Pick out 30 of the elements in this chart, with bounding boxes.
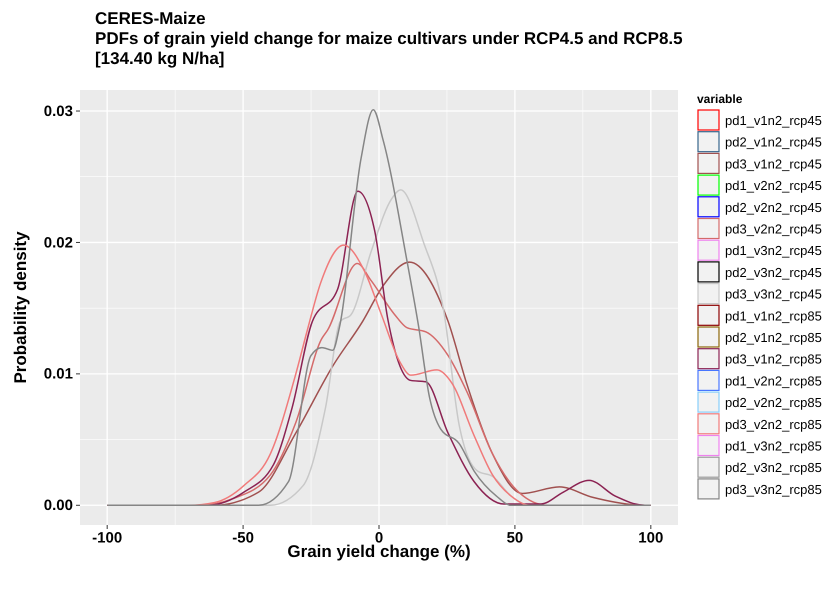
- legend-label: pd3_v2n2_rcp85: [725, 416, 822, 432]
- chart-title: CERES-Maize PDFs of grain yield change for maize cultivars under RCP4.5 and RCP8.5 [134.40 kg N/ha]: [95, 9, 683, 68]
- line-series: [106, 108, 652, 506]
- y-tick-label: 0.00: [44, 497, 73, 514]
- legend-label: pd1_v1n2_rcp45: [725, 113, 822, 128]
- x-tick-label: -50: [232, 530, 254, 547]
- y-tick-label: 0.03: [44, 102, 73, 120]
- legend-label: pd2_v2n2_rcp45: [725, 200, 822, 215]
- legend-label: pd2_v1n2_rcp45: [725, 134, 822, 150]
- legend-label: pd2_v3n2_rcp45: [725, 264, 822, 280]
- y-axis-title: Probability density: [11, 230, 30, 384]
- legend-label: pd3_v2n2_rcp45: [725, 222, 822, 236]
- legend-label: pd3_v3n2_rcp85: [725, 482, 822, 497]
- legend-label: pd1_v1n2_rcp85: [725, 308, 822, 324]
- y-tick-label: 0.02: [44, 234, 73, 252]
- legend-title: variable: [697, 92, 743, 106]
- legend-label: pd3_v1n2_rcp85: [725, 352, 822, 367]
- legend-label: pd1_v2n2_rcp45: [725, 178, 822, 194]
- legend-label: pd2_v1n2_rcp85: [725, 330, 822, 345]
- x-tick-label: -100: [92, 530, 122, 547]
- legend-label: pd3_v1n2_rcp45: [725, 156, 822, 172]
- legend-label: pd3_v3n2_rcp45: [725, 286, 822, 302]
- y-tick-label: 0.01: [44, 366, 73, 383]
- legend-label: pd1_v2n2_rcp85: [725, 373, 822, 388]
- x-tick-label: 50: [506, 530, 524, 547]
- legend-label: pd1_v3n2_rcp85: [725, 438, 822, 454]
- legend-label: pd2_v3n2_rcp85: [725, 460, 822, 476]
- x-tick-label: 100: [638, 530, 664, 547]
- legend-label: pd2_v2n2_rcp85: [725, 395, 822, 410]
- legend-label: pd1_v3n2_rcp45: [725, 243, 822, 258]
